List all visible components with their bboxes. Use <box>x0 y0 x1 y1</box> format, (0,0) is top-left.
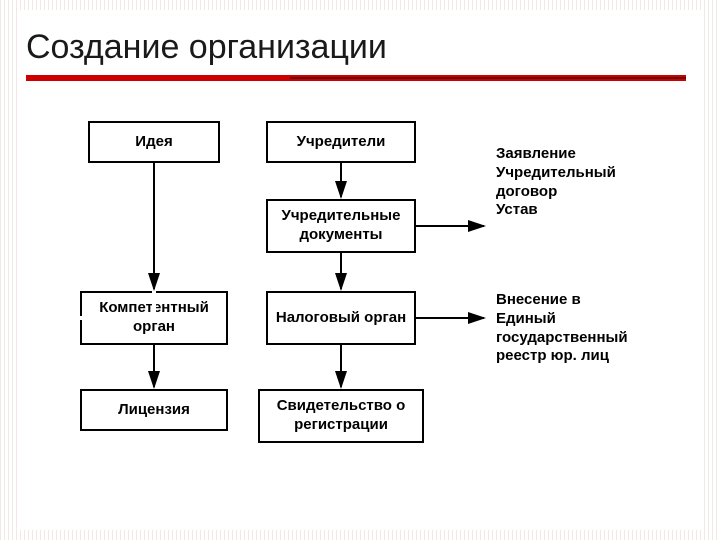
node-label: Лицензия <box>118 401 190 420</box>
slide-title: Создание организации <box>18 10 702 75</box>
node-tax-body: Налоговый орган <box>266 291 416 345</box>
node-label: Свидетельство о регистрации <box>266 397 416 435</box>
node-founders: Учредители <box>266 121 416 163</box>
node-label: Учредители <box>297 133 386 152</box>
node-certificate: Свидетельство о регистрации <box>258 389 424 443</box>
node-competent-body: Компетентный орган <box>80 291 228 345</box>
node-license: Лицензия <box>80 389 228 431</box>
node-documents: Учредительные документы <box>266 199 416 253</box>
annotation-documents-list: Заявление Учредительный договор Устав <box>496 145 616 220</box>
node-idea: Идея <box>88 121 220 163</box>
annotation-registry: Внесение в Единый государственный реестр… <box>496 291 628 366</box>
slide-surface: Создание организации Идея Учредители Учр… <box>18 10 702 530</box>
node-label: Компетентный орган <box>88 299 220 337</box>
node-label: Налоговый орган <box>276 309 406 328</box>
node-label: Идея <box>135 133 172 152</box>
diagram-canvas: Идея Учредители Учредительные документы … <box>18 81 702 511</box>
node-label: Учредительные документы <box>274 207 408 245</box>
